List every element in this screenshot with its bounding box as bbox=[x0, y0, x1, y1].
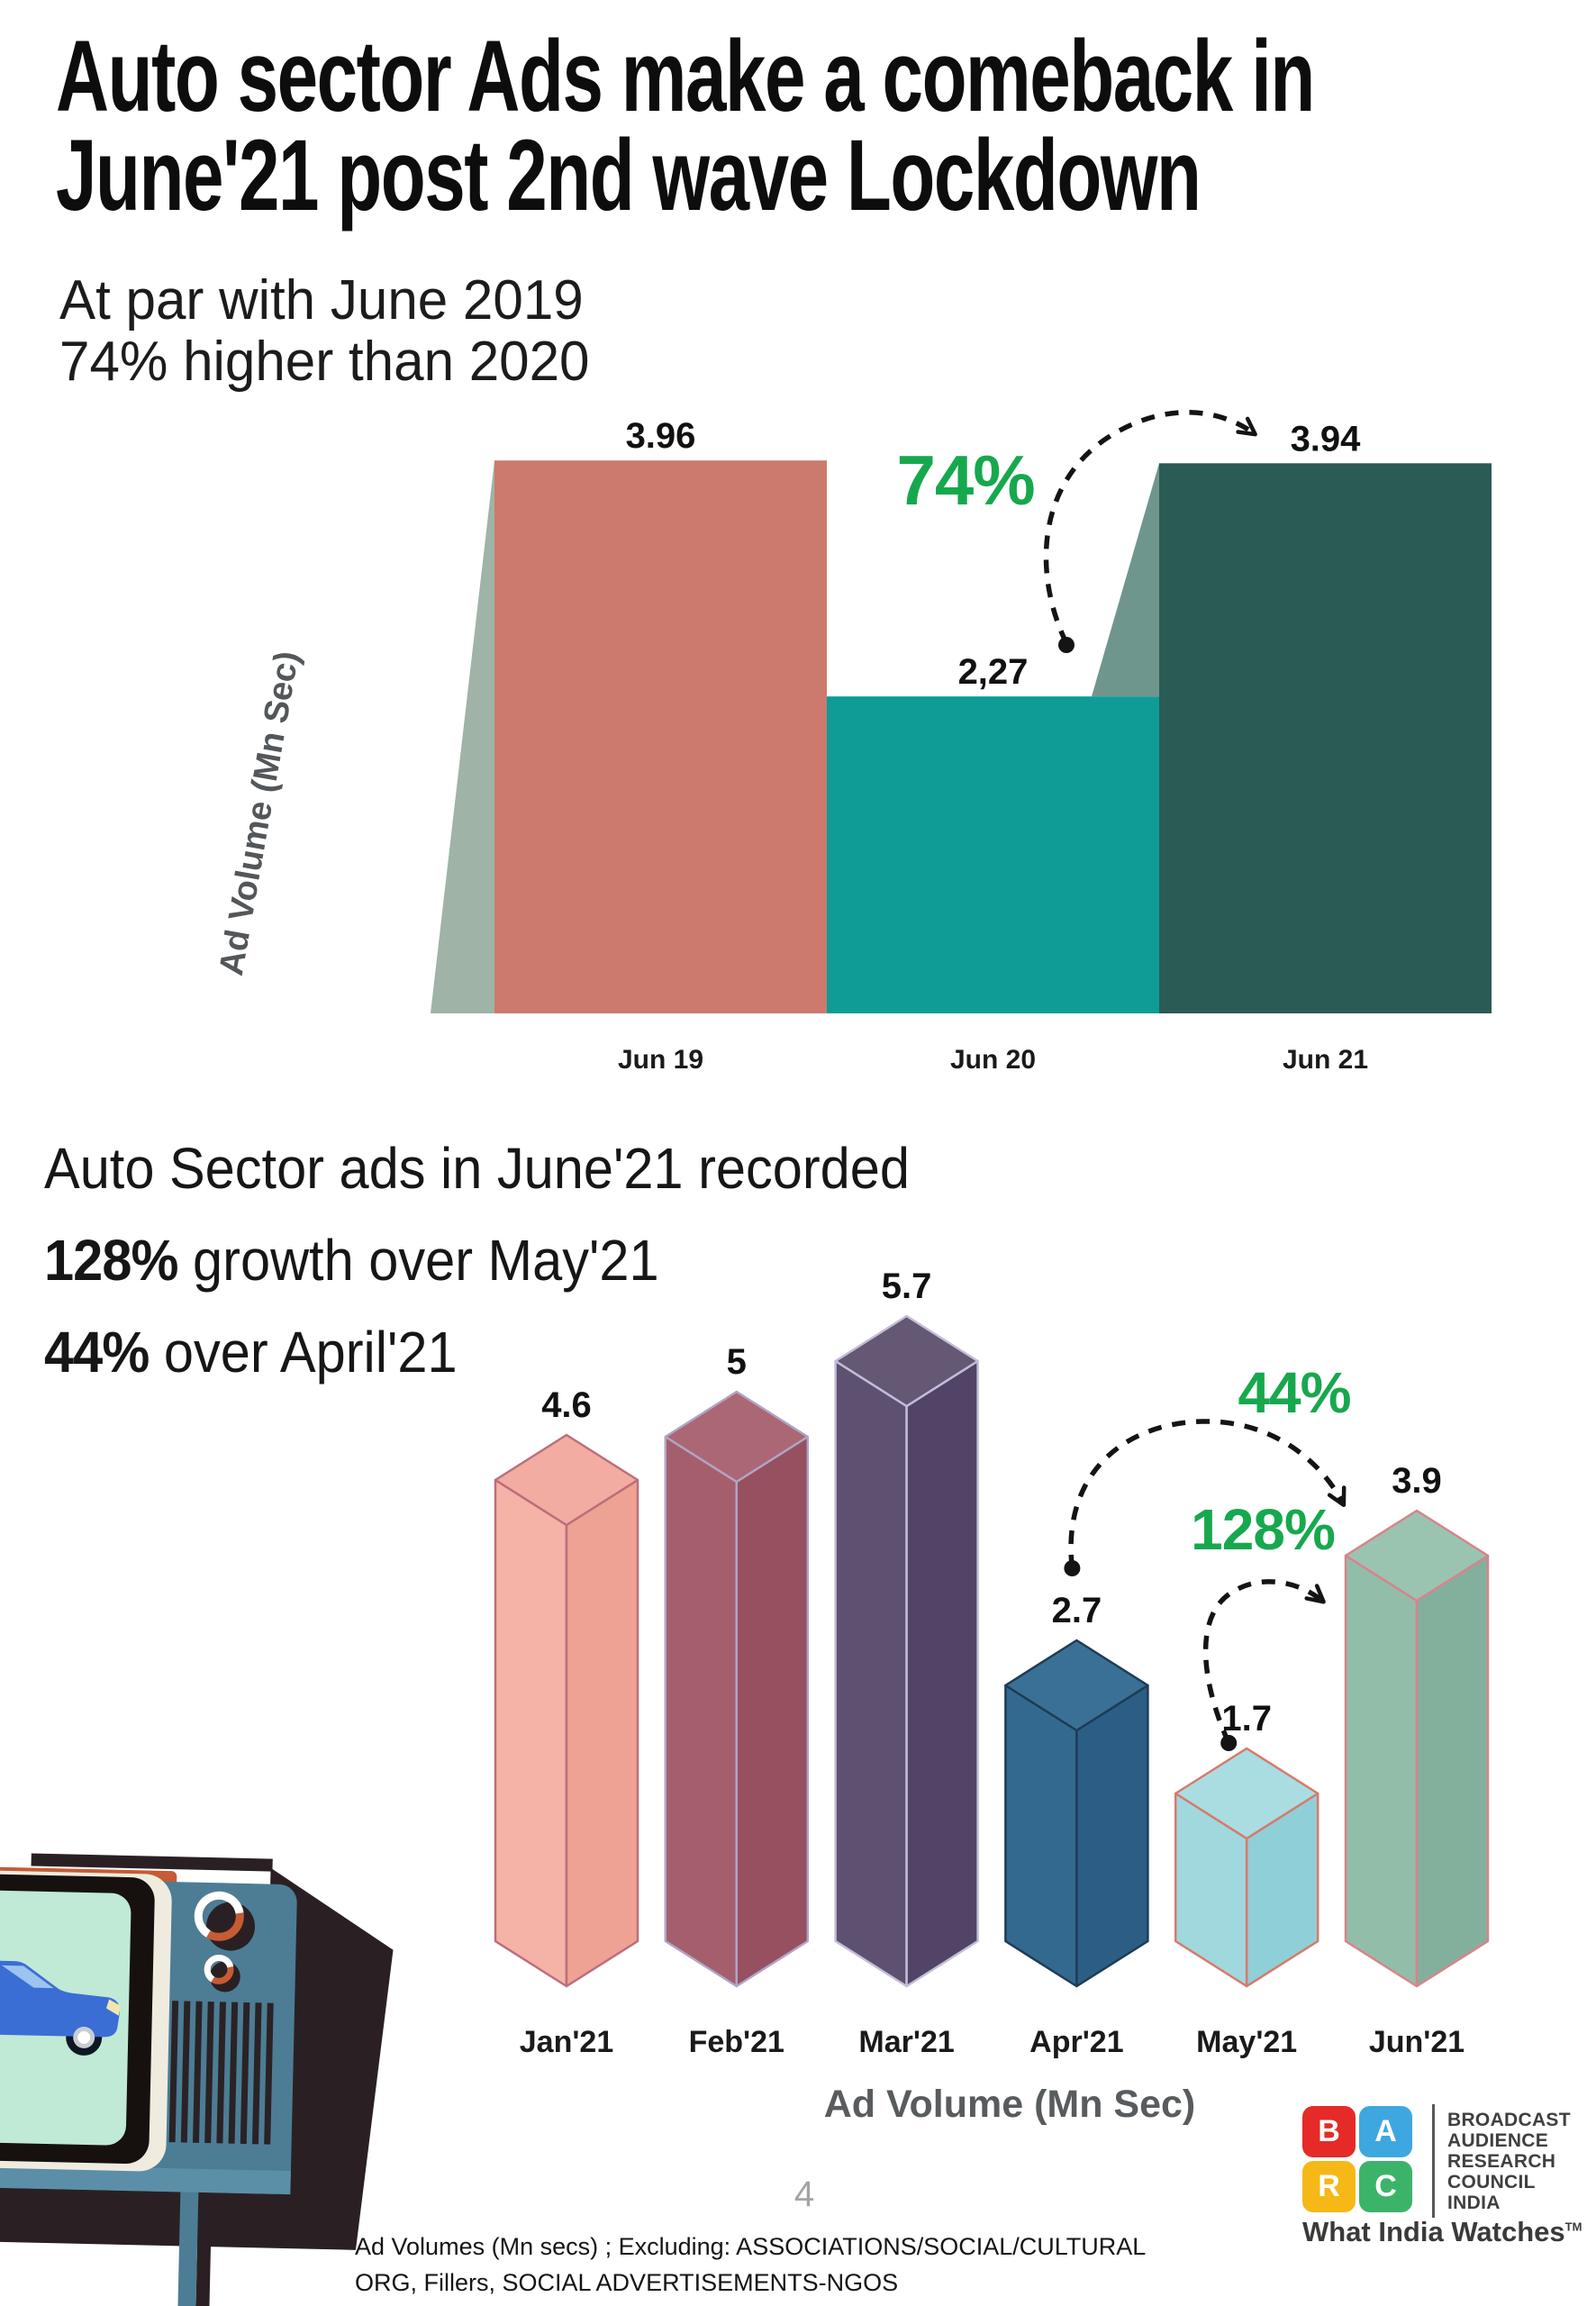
x-axis-label: Mar'21 bbox=[858, 2025, 954, 2059]
logo-block-a: A bbox=[1359, 2106, 1412, 2157]
tv-grille-slat bbox=[240, 2002, 250, 2145]
x-axis-label: Jun 20 bbox=[950, 1045, 1036, 1075]
growth-stat-128: 128% bbox=[44, 1228, 178, 1293]
logo-tagline: What India WatchesTM bbox=[1302, 2216, 1582, 2247]
bar-value-label: 2.7 bbox=[1052, 1591, 1102, 1630]
tv-grille-slat bbox=[192, 2001, 203, 2143]
subtitle: At par with June 2019 74% higher than 20… bbox=[59, 270, 590, 393]
footnote-line2: ORG, Fillers, SOCIAL ADVERTISEMENTS-NGOS bbox=[355, 2269, 899, 2296]
logo-org-name: BROADCAST AUDIENCE RESEARCH COUNCIL INDI… bbox=[1447, 2110, 1571, 2213]
logo-block-r: R bbox=[1302, 2161, 1356, 2212]
bar-value-label: 4.6 bbox=[541, 1385, 592, 1425]
logo-block-c: C bbox=[1359, 2161, 1412, 2212]
y-axis-title: Ad Volume (Mn Sec) bbox=[213, 649, 307, 978]
logo-divider bbox=[1432, 2104, 1435, 2218]
footnote: Ad Volumes (Mn secs) ; Excluding: ASSOCI… bbox=[355, 2229, 1146, 2301]
page-title-line1: Auto sector Ads make a comeback in bbox=[56, 20, 1315, 132]
tv-leg-shadow bbox=[195, 2226, 212, 2306]
tv-grille-slat bbox=[204, 2002, 214, 2144]
bar3d-May'21 bbox=[1174, 1747, 1319, 1988]
tv-grille-slat bbox=[251, 2002, 262, 2145]
bar-Jun 21 bbox=[1159, 463, 1492, 1013]
page-title-line2: June'21 post 2nd wave Lockdown bbox=[56, 119, 1202, 232]
x-axis-label: Jun 21 bbox=[1283, 1045, 1368, 1075]
axis-decor-triangle bbox=[431, 460, 494, 1013]
bar-value-label: 5.7 bbox=[882, 1266, 932, 1306]
x-axis-label: Jun 19 bbox=[618, 1045, 703, 1075]
tv-leg bbox=[177, 2188, 199, 2306]
bar3d-Mar'21 bbox=[834, 1314, 979, 1988]
bar3d-Jun'21 bbox=[1344, 1509, 1490, 1988]
car-windshield bbox=[2, 1965, 54, 1989]
car-body bbox=[0, 1959, 120, 2038]
car-headlight bbox=[105, 1999, 122, 2016]
subtitle-line1: At par with June 2019 bbox=[59, 269, 584, 331]
x-axis-label: Apr'21 bbox=[1029, 2025, 1123, 2059]
logo-block-b: B bbox=[1302, 2106, 1356, 2157]
chart-yearly-comparison: 3.96 Jun 19 2,27 Jun 20 3.94 Jun 21 Ad Volume … bbox=[213, 410, 1492, 1075]
tv-bottom-lip bbox=[0, 2163, 291, 2195]
annotation-128pct: 128% bbox=[1191, 1497, 1335, 1562]
bar3d-Jan'21 bbox=[494, 1433, 639, 1988]
arrow-start-dot bbox=[1064, 1560, 1081, 1576]
growth-stat-44: 44% bbox=[44, 1320, 150, 1385]
bar-value-label: 1.7 bbox=[1221, 1699, 1272, 1739]
annotation-44pct: 44% bbox=[1238, 1360, 1350, 1425]
page-number: 4 bbox=[793, 2174, 815, 2214]
tv-grille-slat bbox=[216, 2002, 226, 2144]
tv-grille-slat bbox=[264, 2002, 274, 2145]
bar-Jun 19 bbox=[494, 460, 827, 1013]
bar3d-Feb'21 bbox=[664, 1390, 810, 1988]
section-heading-line3: 44% over April'21 bbox=[44, 1320, 458, 1385]
tv-grille-slat bbox=[228, 2002, 239, 2144]
growth-arrow bbox=[1043, 410, 1257, 645]
subtitle-line2: 74% higher than 2020 bbox=[59, 331, 590, 393]
tv-illustration bbox=[0, 1853, 394, 2306]
x-axis-label: Jun'21 bbox=[1369, 2025, 1465, 2059]
bar3d-Apr'21 bbox=[1004, 1639, 1149, 1988]
bar-value-label: 3.96 bbox=[626, 416, 696, 456]
tv-knob-large-icon bbox=[194, 1891, 256, 1951]
tv-car bbox=[0, 1959, 122, 2056]
section-heading: Auto Sector ads in June'21 recorded 128%… bbox=[44, 1122, 910, 1398]
x-axis-title: Ad Volume (Mn Sec) bbox=[824, 2083, 1196, 2126]
tv-grille-slat bbox=[180, 2001, 191, 2143]
bar-value-label: 2,27 bbox=[958, 652, 1029, 692]
tv-grille-slat bbox=[168, 2001, 179, 2143]
x-axis-label: May'21 bbox=[1196, 2025, 1297, 2059]
bar-value-label: 3.94 bbox=[1291, 419, 1362, 458]
bar-value-label: 5 bbox=[727, 1342, 747, 1382]
arrow-start-dot bbox=[1220, 1735, 1238, 1751]
page-title: Auto sector Ads make a comeback in June'… bbox=[56, 20, 1315, 232]
x-axis-label: Jan'21 bbox=[520, 2025, 614, 2059]
tv-grille bbox=[168, 2001, 274, 2145]
footnote-line1: Ad Volumes (Mn secs) ; Excluding: ASSOCI… bbox=[355, 2233, 1147, 2260]
bar-Jun 20 bbox=[827, 696, 1159, 1013]
bar-side-highlight bbox=[1092, 463, 1159, 697]
tv-knob-small-icon bbox=[204, 1954, 240, 1993]
annotation-74pct: 74% bbox=[896, 440, 1034, 520]
growth-arrow-128 bbox=[1202, 1579, 1326, 1745]
bar-value-label: 3.9 bbox=[1392, 1461, 1442, 1501]
chart-monthly-2021: 4.6 Jan'21 5 Feb'21 5.7 Mar'21 2.7 Apr'21 1.7 May… bbox=[494, 1266, 1490, 2126]
growth-arrow-44 bbox=[1068, 1419, 1347, 1569]
trademark-mark: TM bbox=[1564, 2220, 1582, 2234]
x-axis-label: Feb'21 bbox=[689, 2025, 784, 2059]
section-heading-line2: 128% growth over May'21 bbox=[44, 1228, 659, 1293]
arrow-start-dot bbox=[1058, 637, 1075, 653]
tv-top-shadow-bar bbox=[31, 1853, 273, 1872]
section-heading-line1: Auto Sector ads in June'21 recorded bbox=[44, 1136, 910, 1201]
